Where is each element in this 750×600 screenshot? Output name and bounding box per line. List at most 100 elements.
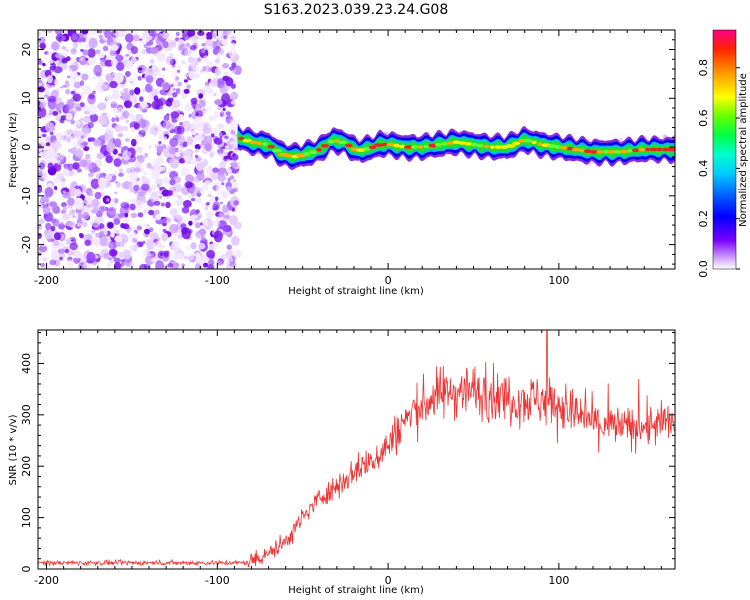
noise-blob (70, 49, 77, 55)
noise-blob (130, 46, 139, 55)
noise-blob (62, 169, 70, 177)
noise-blob (189, 255, 194, 260)
noise-blob (97, 102, 107, 111)
noise-blob (163, 114, 170, 121)
noise-blob (113, 257, 121, 263)
noise-blob (39, 42, 46, 50)
noise-blob (202, 148, 207, 153)
noise-blob (230, 161, 238, 169)
noise-blob (100, 206, 105, 211)
noise-blob (212, 33, 217, 38)
noise-blob (62, 52, 68, 57)
noise-blob (139, 39, 144, 45)
spectrogram-x-axis-title: Height of straight line (km) (288, 286, 424, 297)
noise-blob (38, 232, 43, 240)
tone-hotspot (645, 147, 651, 152)
noise-blob (230, 83, 236, 89)
noise-blob (192, 125, 197, 130)
noise-blob (93, 64, 103, 76)
noise-blob (61, 202, 67, 208)
noise-blob (44, 262, 52, 269)
noise-blob (115, 38, 121, 44)
noise-blob (204, 206, 208, 211)
noise-blob (49, 259, 57, 266)
noise-blob (50, 42, 61, 51)
noise-blob (53, 78, 59, 85)
noise-blob (186, 136, 193, 145)
noise-blob (233, 200, 239, 206)
noise-blob (197, 30, 205, 36)
noise-blob (227, 177, 231, 182)
noise-blob (49, 231, 54, 236)
tone-hotspot (489, 145, 495, 149)
noise-blob (213, 230, 223, 243)
noise-blob (174, 151, 181, 157)
noise-blob (202, 65, 211, 73)
noise-blob (213, 127, 219, 134)
tone-hotspot (666, 147, 675, 152)
tone-hotspot (518, 139, 527, 143)
noise-blob (113, 218, 121, 225)
noise-blob (93, 138, 102, 147)
noise-blob (184, 103, 193, 112)
noise-blob (71, 33, 78, 41)
tone-hotspot (267, 144, 275, 149)
noise-blob (53, 186, 58, 191)
noise-blob (78, 159, 88, 168)
noise-blob (77, 213, 83, 219)
noise-blob (142, 88, 146, 93)
noise-blob (199, 189, 204, 194)
noise-blob (70, 120, 76, 124)
noise-blob (210, 133, 215, 138)
noise-blob (66, 84, 70, 88)
noise-blob (88, 93, 95, 100)
noise-blob (125, 33, 134, 43)
noise-blob (223, 214, 231, 220)
noise-blob (140, 183, 150, 191)
noise-blob (44, 91, 52, 98)
noise-blob (146, 238, 155, 250)
noise-blob (201, 42, 206, 47)
noise-blob (195, 209, 200, 214)
noise-blob (219, 111, 225, 117)
noise-blob (127, 183, 134, 189)
noise-blob (45, 209, 49, 214)
noise-blob (129, 171, 139, 181)
noise-blob (137, 212, 144, 218)
y-tick-label: 300 (20, 404, 33, 425)
colorbar-tick-label: 0.8 (697, 59, 710, 77)
noise-blob (55, 52, 63, 59)
noise-blob (98, 52, 105, 59)
noise-blob (214, 58, 221, 64)
noise-blob (196, 89, 206, 97)
noise-blob (38, 32, 41, 36)
noise-blob (198, 93, 204, 99)
noise-blob (73, 249, 82, 259)
noise-blob (138, 118, 147, 129)
noise-blob (85, 57, 89, 61)
noise-blob (139, 263, 148, 269)
noise-blob (115, 117, 120, 122)
tone-hotspot (524, 138, 532, 143)
tone-hotspot (403, 145, 414, 149)
noise-blob (221, 204, 230, 213)
noise-blob (216, 40, 223, 47)
tone-hotspot (554, 145, 562, 149)
noise-blob (230, 35, 236, 40)
noise-blob (72, 162, 80, 170)
noise-blob (65, 259, 75, 268)
noise-blob (172, 100, 181, 109)
tone-hotspot (308, 150, 318, 154)
noise-blob (231, 235, 240, 246)
noise-blob (173, 200, 178, 205)
noise-blob (76, 168, 82, 173)
noise-blob (194, 263, 202, 269)
noise-blob (102, 84, 109, 90)
noise-blob (169, 178, 176, 186)
noise-blob (155, 213, 162, 221)
colorbar-gradient (712, 29, 737, 270)
noise-blob (49, 126, 54, 133)
noise-blob (102, 45, 109, 52)
noise-blob (230, 175, 235, 180)
noise-blob (113, 261, 122, 269)
